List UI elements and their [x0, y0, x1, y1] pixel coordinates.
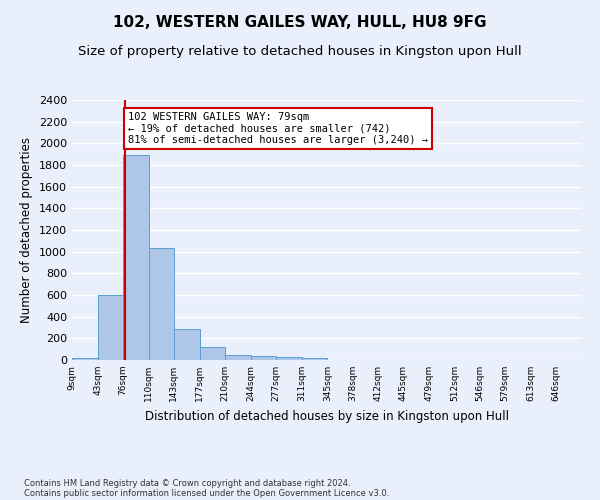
Bar	[225, 354, 251, 360]
Text: 102 WESTERN GAILES WAY: 79sqm
← 19% of detached houses are smaller (742)
81% of : 102 WESTERN GAILES WAY: 79sqm ← 19% of d…	[128, 112, 428, 145]
Text: 102, WESTERN GAILES WAY, HULL, HU8 9FG: 102, WESTERN GAILES WAY, HULL, HU8 9FG	[113, 15, 487, 30]
Y-axis label: Number of detached properties: Number of detached properties	[20, 137, 34, 323]
Bar	[98, 295, 123, 360]
Text: Size of property relative to detached houses in Kingston upon Hull: Size of property relative to detached ho…	[78, 45, 522, 58]
Text: Contains HM Land Registry data © Crown copyright and database right 2024.: Contains HM Land Registry data © Crown c…	[24, 478, 350, 488]
Bar	[251, 356, 275, 360]
Text: Contains public sector information licensed under the Open Government Licence v3: Contains public sector information licen…	[24, 488, 389, 498]
Bar	[149, 248, 174, 360]
X-axis label: Distribution of detached houses by size in Kingston upon Hull: Distribution of detached houses by size …	[145, 410, 509, 422]
Bar	[174, 328, 200, 360]
Bar	[302, 358, 328, 360]
Bar	[72, 358, 98, 360]
Bar	[123, 155, 149, 360]
Bar	[275, 357, 302, 360]
Bar	[200, 347, 225, 360]
